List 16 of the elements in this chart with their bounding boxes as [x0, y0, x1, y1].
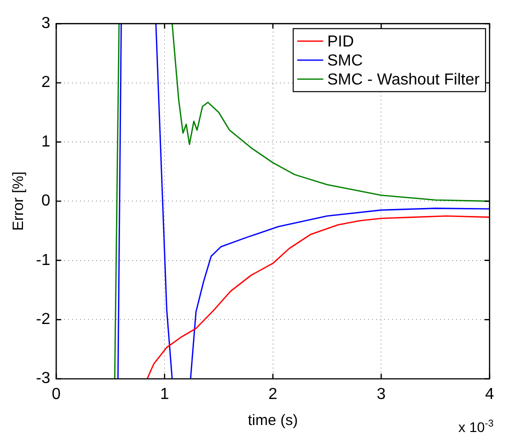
- x-tick-label: 2: [268, 386, 278, 403]
- x-tick-label: 1: [160, 386, 170, 403]
- legend-label: SMC - Washout Filter: [327, 72, 480, 89]
- y-tick-label: -1: [36, 252, 50, 269]
- y-tick-label: 2: [41, 74, 50, 92]
- y-tick-label: 3: [41, 15, 50, 32]
- y-tick-label: 0: [41, 192, 50, 210]
- x-tick-label: 4: [485, 386, 494, 403]
- y-tick-label: -2: [36, 311, 50, 328]
- y-tick-label: -3: [36, 370, 50, 388]
- legend-label: SMC: [327, 52, 363, 70]
- x-axis-title: time (s): [248, 412, 298, 430]
- y-axis-title: Error [%]: [10, 172, 28, 231]
- y-tick-label: 1: [41, 133, 50, 150]
- legend-label: PID: [327, 34, 354, 51]
- x-tick-label: 3: [376, 386, 386, 403]
